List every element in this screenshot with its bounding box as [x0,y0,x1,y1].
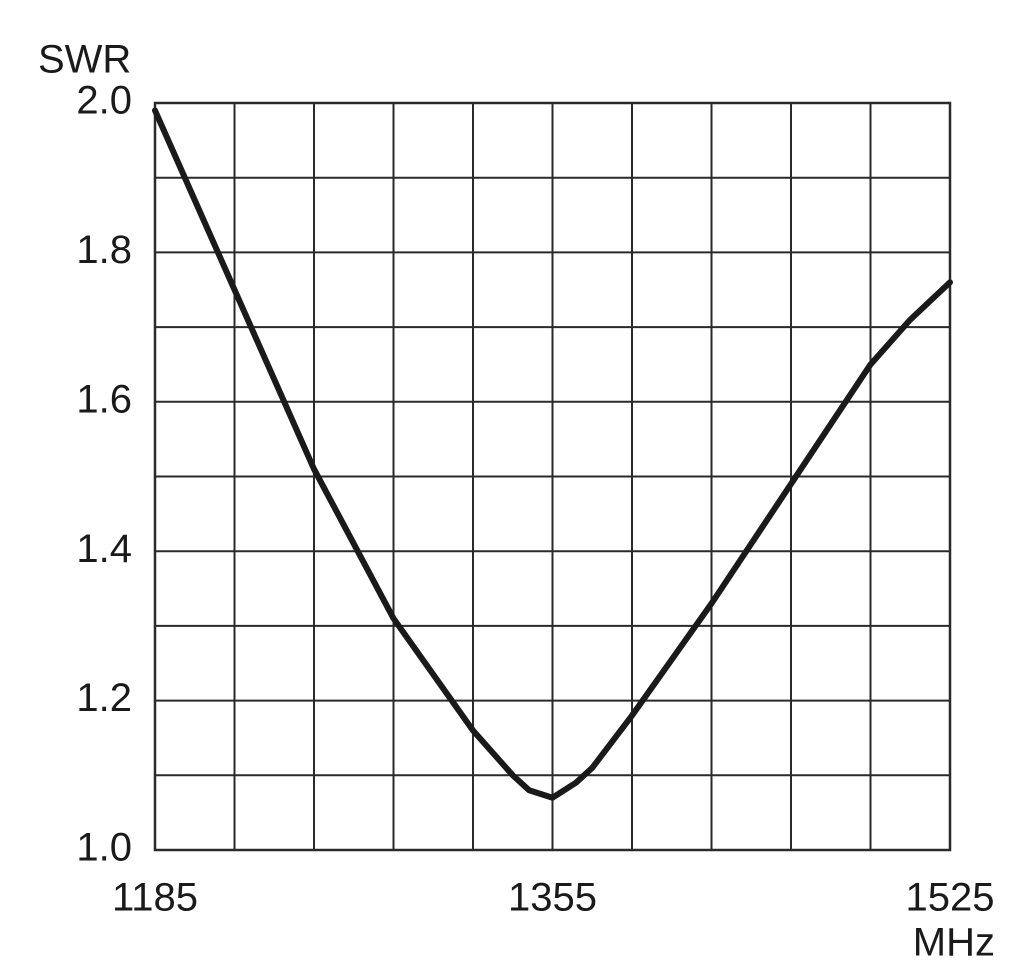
x-tick-label: 1525 [906,876,995,920]
x-tick-label: 1355 [508,876,597,920]
y-tick-label: 1.0 [76,826,132,870]
y-tick-label: 1.8 [76,228,132,272]
data-line [152,107,953,801]
x-axis-label: MHz [913,921,995,965]
y-axis-label: SWR [38,38,131,82]
x-tick-label: 1185 [112,876,198,920]
y-tick-label: 2.0 [76,79,132,123]
y-tick-label: 1.2 [76,676,132,720]
y-tick-label: 1.6 [76,377,132,421]
plot-frame [153,101,952,852]
y-tick-label: 1.4 [76,527,132,571]
